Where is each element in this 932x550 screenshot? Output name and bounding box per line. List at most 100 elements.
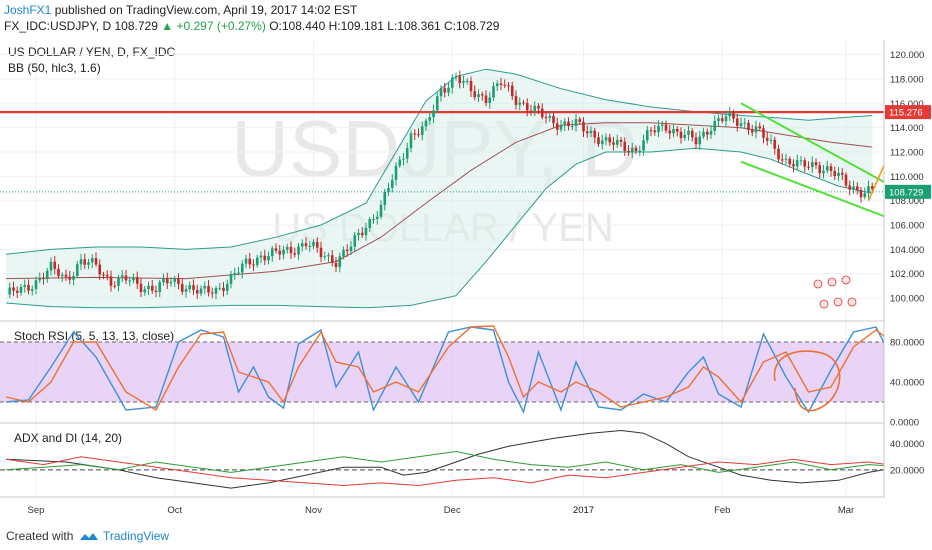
candle-body — [30, 289, 34, 291]
candle-body — [807, 166, 810, 168]
candle-body — [540, 108, 544, 118]
candle-body — [645, 130, 649, 141]
candle-body — [604, 137, 608, 141]
candle-body — [739, 123, 743, 126]
candle-body — [19, 286, 23, 293]
candle-body — [113, 285, 117, 287]
candle-body — [15, 290, 19, 293]
annotation-circle — [773, 350, 841, 412]
candle-body — [863, 193, 867, 198]
author-link[interactable]: JoshFX1 — [4, 3, 52, 17]
price-tick-label: 110.000 — [890, 172, 924, 183]
candle-body — [394, 165, 398, 180]
candle-body — [218, 287, 222, 289]
candle-body — [368, 219, 372, 228]
candle-body — [135, 277, 139, 284]
candle-body — [278, 250, 282, 255]
candle-body — [64, 274, 68, 277]
candle-body — [750, 130, 754, 133]
candle-body — [653, 130, 657, 133]
candle-body — [248, 258, 252, 265]
candle-body — [405, 148, 409, 159]
price-tick-label: 106.000 — [890, 221, 924, 232]
candle-body — [675, 128, 679, 132]
candle-body — [345, 249, 349, 252]
candle-body — [169, 281, 173, 284]
candle-body — [293, 253, 297, 255]
candle-body — [225, 283, 229, 291]
candle-body — [203, 285, 207, 289]
candle-body — [574, 119, 578, 126]
axes: 100.000 102.000 104.000 106.000 108.000 110.0… — [0, 40, 931, 516]
candle-body — [360, 232, 364, 236]
candle-body — [803, 160, 807, 167]
candle-body — [867, 186, 870, 194]
candle-body — [274, 248, 278, 251]
candle-body — [477, 94, 480, 98]
candle-body — [870, 186, 874, 190]
event-flag-icon — [833, 297, 843, 307]
last-price-badge — [885, 184, 931, 199]
time-tick-label: Feb — [714, 505, 730, 516]
candle-body — [34, 280, 38, 290]
candle-body — [859, 190, 863, 198]
stoch-d-line — [5, 325, 884, 411]
price-pane[interactable]: US DOLLAR / YEN, D, FX_IDC BB (50, hlc3,… — [0, 45, 914, 309]
candle-body — [799, 160, 803, 162]
candle-body — [252, 264, 255, 266]
candle-body — [379, 204, 383, 217]
candle-body — [117, 277, 120, 286]
candle-body — [338, 256, 342, 268]
candle-body — [567, 121, 570, 127]
candle-body — [754, 126, 758, 133]
candle-body — [544, 117, 548, 119]
candle-body — [555, 123, 559, 130]
candle-body — [199, 288, 203, 294]
candle-body — [833, 171, 837, 177]
candle-body — [488, 97, 492, 103]
candle-body — [765, 137, 769, 141]
price-tick-label: 102.000 — [890, 269, 924, 280]
candle-body — [777, 148, 780, 160]
wedge-line — [740, 102, 884, 184]
stoch-tick-label: 40.0000 — [890, 378, 924, 389]
candle-body — [822, 170, 825, 174]
candle-body — [289, 246, 293, 254]
adx-pane[interactable]: ADX and DI (14, 20) — [0, 429, 932, 489]
footer: Created with TradingView — [0, 522, 932, 550]
candle-body — [124, 275, 128, 281]
candle-body — [529, 110, 533, 112]
candle-body — [518, 102, 522, 105]
candle-body — [657, 125, 660, 133]
chart-area[interactable]: US DOLLAR / YEN, D, FX_IDC BB (50, hlc3,… — [0, 36, 932, 522]
adx-series-line-adx — [5, 429, 884, 489]
candle-body — [207, 285, 210, 293]
header-line-2: FX_IDC:USDJPY, D 108.729 ▲ +0.297 (+0.27… — [4, 19, 499, 33]
candle-body — [720, 118, 724, 122]
candle-body — [664, 124, 668, 131]
candle-body — [79, 259, 83, 265]
candle-body — [83, 259, 87, 265]
event-flag-icon — [827, 277, 837, 287]
price-tick-label: 114.000 — [890, 123, 924, 134]
candle-body — [162, 278, 165, 283]
candle-body — [12, 287, 15, 291]
candle-body — [548, 115, 552, 118]
last-price-badge-label: 108.729 — [889, 187, 923, 198]
stoch-rsi-pane[interactable]: Stoch RSI (5, 5, 13, 13, close) — [0, 325, 932, 415]
candle-body — [105, 274, 109, 277]
candle-body — [563, 121, 567, 126]
candle-body — [158, 282, 162, 292]
candle-body — [90, 258, 94, 263]
stoch-band-fill — [0, 342, 884, 402]
candle-body — [255, 257, 259, 266]
time-tick-label: 2017 — [573, 505, 594, 516]
candle-body — [357, 232, 360, 236]
candle-body — [342, 249, 345, 257]
event-markers[interactable] — [813, 275, 857, 309]
candle-body — [109, 276, 113, 286]
candle-body — [319, 247, 323, 258]
tradingview-brand-link[interactable]: TradingView — [103, 529, 170, 543]
candle-body — [270, 248, 274, 257]
candle-body — [499, 83, 503, 85]
